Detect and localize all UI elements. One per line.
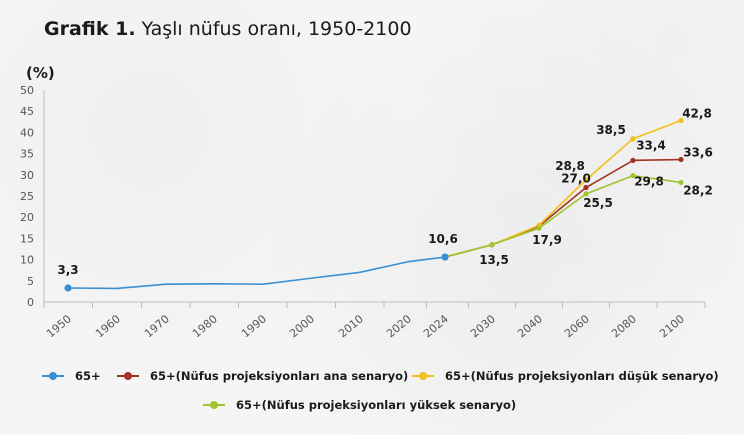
data-point-3 xyxy=(630,173,636,179)
x-tick-label: 2010 xyxy=(336,312,366,340)
y-tick-label: 40 xyxy=(20,126,34,139)
y-axis-label: (%) xyxy=(26,64,55,82)
y-tick-label: 25 xyxy=(20,190,34,203)
legend-label-2: 65+(Nüfus projeksiyonları düşük senaryo) xyxy=(445,369,719,383)
x-tick-label: 1990 xyxy=(239,312,269,340)
x-tick-label: 2024 xyxy=(421,312,451,340)
x-tick-label: 1970 xyxy=(142,312,172,340)
legend-label-0: 65+ xyxy=(75,369,101,383)
data-point-3 xyxy=(583,191,589,197)
y-tick-label: 15 xyxy=(20,232,34,245)
y-tick-label: 30 xyxy=(20,169,34,182)
data-label: 27,0 xyxy=(561,172,591,186)
legend-marker-1 xyxy=(124,372,132,380)
data-label: 33,6 xyxy=(683,146,713,160)
legend-marker-0 xyxy=(49,372,57,380)
data-label: 42,8 xyxy=(682,107,712,121)
legend-label-1: 65+(Nüfus projeksiyonları ana senaryo) xyxy=(150,369,408,383)
x-tick-label: 2040 xyxy=(515,312,545,340)
x-tick-label: 2030 xyxy=(468,312,498,340)
series-line-0 xyxy=(67,256,446,290)
data-label: 38,5 xyxy=(596,123,626,137)
data-point-2 xyxy=(583,177,589,183)
x-tick-label: 1950 xyxy=(44,312,74,340)
data-point-3 xyxy=(678,179,684,186)
x-tick-label: 2060 xyxy=(562,312,592,340)
data-point-3 xyxy=(489,242,495,248)
data-point-0 xyxy=(441,253,449,261)
data-point-1 xyxy=(630,157,636,163)
y-tick-label: 10 xyxy=(20,254,34,267)
chart-title-text: Yaşlı nüfus oranı, 1950-2100 xyxy=(141,18,412,40)
x-tick-label: 1960 xyxy=(93,312,123,340)
data-label: 33,4 xyxy=(636,138,666,152)
x-tick-label: 1980 xyxy=(190,312,220,340)
data-point-2 xyxy=(630,136,636,142)
data-point-0 xyxy=(64,284,72,292)
x-tick-label: 2100 xyxy=(657,312,687,340)
data-point-1 xyxy=(583,184,589,191)
y-tick-label: 50 xyxy=(20,84,34,97)
data-point-1 xyxy=(678,156,684,163)
data-label: 28,2 xyxy=(683,183,713,197)
y-tick-label: 35 xyxy=(20,148,34,161)
data-label: 10,6 xyxy=(428,232,458,246)
y-tick-label: 5 xyxy=(27,275,34,288)
y-tick-label: 0 xyxy=(27,296,34,309)
legend-marker-3 xyxy=(210,401,218,409)
data-label: 3,3 xyxy=(57,263,78,277)
data-label: 25,5 xyxy=(583,196,613,210)
data-point-3 xyxy=(536,225,542,231)
chart-title-number: Grafik 1. xyxy=(44,18,136,40)
data-label: 17,9 xyxy=(532,233,562,247)
legend-marker-2 xyxy=(419,372,427,380)
series-line-3 xyxy=(444,174,682,258)
data-point-2 xyxy=(678,117,684,124)
x-tick-label: 2020 xyxy=(384,312,414,340)
y-tick-label: 45 xyxy=(20,105,34,118)
data-label: 13,5 xyxy=(479,253,509,267)
x-tick-label: 2000 xyxy=(287,312,317,340)
data-label: 28,8 xyxy=(555,159,585,173)
legend-label-3: 65+(Nüfus projeksiyonları yüksek senaryo… xyxy=(236,398,516,412)
data-label: 29,8 xyxy=(634,175,664,189)
chart-title: Grafik 1. Yaşlı nüfus oranı, 1950-2100 xyxy=(44,18,412,40)
x-tick-label: 2080 xyxy=(609,312,639,340)
y-tick-label: 20 xyxy=(20,211,34,224)
